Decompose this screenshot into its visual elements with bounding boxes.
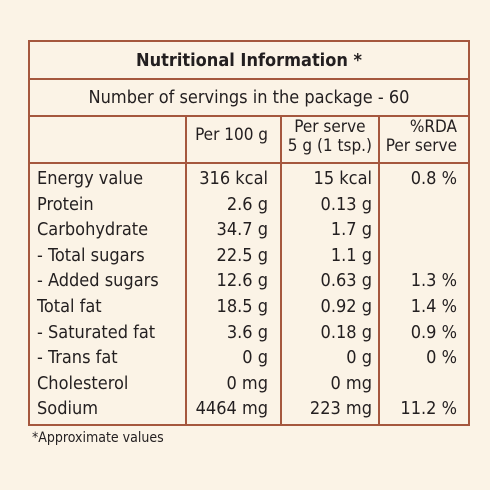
- per-serve-value: 1.7 g: [330, 219, 372, 241]
- nutrient-row: - Trans fat 0 g 0 g 0 %: [30, 345, 468, 371]
- header-per-serve: Per serve 5 g (1 tsp.): [288, 118, 372, 156]
- nutrient-row: Energy value 316 kcal 15 kcal 0.8 %: [30, 166, 468, 192]
- nutrient-row: - Total sugars 22.5 g 1.1 g: [30, 243, 468, 269]
- per-serve-value: 0.13 g: [320, 193, 372, 215]
- per100-value: 3.6 g: [226, 321, 268, 343]
- per-serve-value: 15 kcal: [313, 168, 372, 189]
- column-divider: [280, 115, 282, 424]
- nutrient-row: Total fat 18.5 g 0.92 g 1.4 %: [30, 294, 468, 320]
- header-rda-line2: Per serve: [385, 136, 457, 156]
- nutrient-name: Sodium: [37, 398, 99, 420]
- servings-text: Number of servings in the package - 60: [88, 87, 410, 108]
- nutrient-name: Energy value: [37, 168, 144, 189]
- per-serve-value: 1.1 g: [330, 244, 372, 266]
- nutrition-table: Nutritional Information * Number of serv…: [28, 40, 470, 426]
- header-per-serve-line2: 5 g (1 tsp.): [287, 136, 372, 156]
- divider: [30, 78, 468, 80]
- per-serve-value: 0 g: [346, 347, 372, 369]
- rda-value: 1.4 %: [410, 296, 457, 317]
- per100-value: 0 mg: [226, 372, 268, 394]
- per100-value: 4464 mg: [195, 398, 268, 420]
- per-serve-value: 223 mg: [309, 398, 372, 420]
- nutrient-name: Protein: [37, 193, 94, 215]
- per-serve-value: 0.63 g: [320, 270, 372, 292]
- nutrient-row: Carbohydrate 34.7 g 1.7 g: [30, 217, 468, 243]
- rda-value: 11.2 %: [400, 398, 457, 420]
- nutrient-row: - Added sugars 12.6 g 0.63 g 1.3 %: [30, 268, 468, 294]
- table-title: Nutritional Information *: [136, 50, 362, 71]
- per100-value: 18.5 g: [216, 296, 268, 317]
- nutrient-name: - Saturated fat: [37, 321, 156, 343]
- per-serve-value: 0 mg: [330, 372, 372, 394]
- per100-value: 22.5 g: [216, 244, 268, 266]
- header-rda-line1: %RDA: [409, 117, 457, 137]
- column-divider: [378, 115, 380, 424]
- nutrient-name: Total fat: [37, 296, 102, 317]
- divider: [30, 162, 468, 164]
- rda-value: 1.3 %: [410, 270, 457, 292]
- per100-value: 12.6 g: [216, 270, 268, 292]
- divider: [30, 115, 468, 117]
- rda-value: 0 %: [426, 347, 457, 369]
- per100-value: 34.7 g: [216, 219, 268, 241]
- header-rda: %RDA Per serve: [386, 118, 457, 156]
- per100-value: 0 g: [242, 347, 268, 369]
- column-divider: [185, 115, 187, 424]
- nutrient-name: Carbohydrate: [37, 219, 149, 241]
- nutrient-row: Cholesterol 0 mg 0 mg: [30, 371, 468, 397]
- nutrient-name: - Added sugars: [37, 270, 159, 292]
- rda-value: 0.8 %: [410, 168, 457, 189]
- nutrient-name: - Trans fat: [37, 347, 118, 369]
- nutrient-row: Sodium 4464 mg 223 mg 11.2 %: [30, 396, 468, 422]
- nutrient-row: - Saturated fat 3.6 g 0.18 g 0.9 %: [30, 320, 468, 346]
- rda-value: 0.9 %: [410, 321, 457, 343]
- per-serve-value: 0.92 g: [320, 296, 372, 317]
- per-serve-value: 0.18 g: [320, 321, 372, 343]
- header-per100: Per 100 g: [195, 125, 268, 145]
- nutrient-name: Cholesterol: [37, 372, 129, 394]
- header-per-serve-line1: Per serve: [294, 117, 366, 137]
- nutrient-row: Protein 2.6 g 0.13 g: [30, 192, 468, 218]
- per100-value: 2.6 g: [226, 193, 268, 215]
- nutrient-name: - Total sugars: [37, 244, 145, 266]
- footnote: *Approximate values: [32, 430, 164, 446]
- per100-value: 316 kcal: [199, 168, 268, 189]
